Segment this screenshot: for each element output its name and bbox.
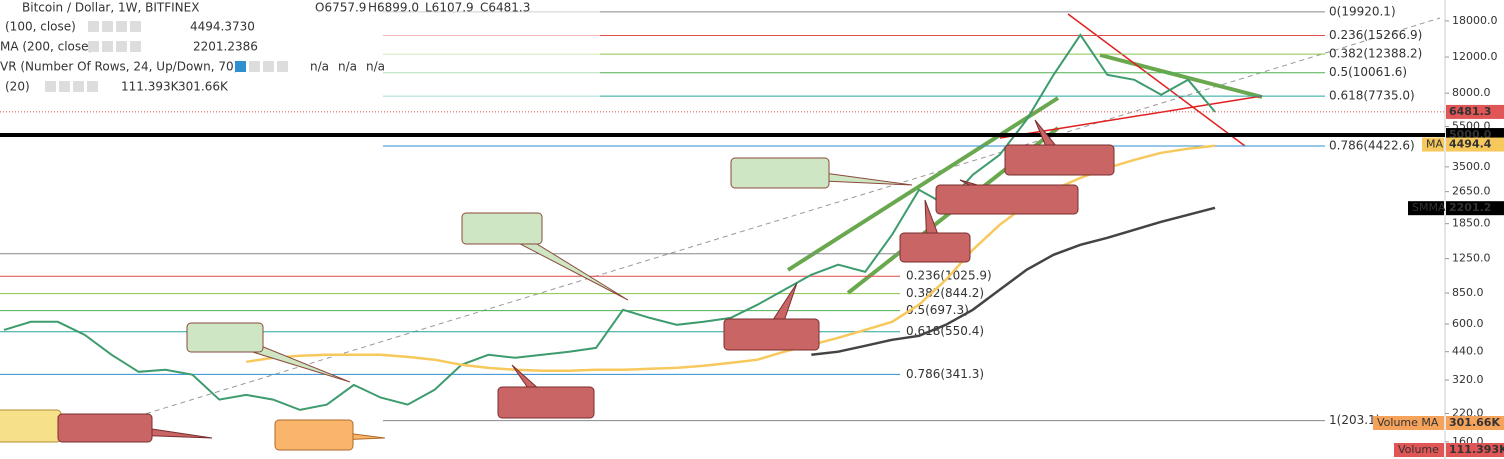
callout-box <box>461 212 543 245</box>
indicator-icon <box>277 61 288 72</box>
badge-tag-label: Volume <box>1398 443 1439 456</box>
ohlc-value: H6899.0 <box>368 1 419 15</box>
badge-tag <box>1394 443 1444 457</box>
red-down-trend <box>1067 13 1246 147</box>
fib-label: 0.5(10061.6) <box>1329 65 1407 79</box>
y-tick-label: 320.0 <box>1452 373 1484 386</box>
price-badge <box>1446 443 1504 457</box>
indicator-value: 2201.2386 <box>193 40 258 54</box>
indicator-value: 4494.3730 <box>190 20 255 34</box>
indicator-name: (100, close) <box>5 20 76 34</box>
indicator-value: n/a <box>338 60 357 74</box>
ohlc-value: O6757.9 <box>315 1 366 15</box>
price-badge <box>1446 137 1504 152</box>
fib-label: 0.382(12388.2) <box>1329 47 1422 61</box>
badge-tag <box>1373 416 1444 430</box>
callout-box <box>0 409 62 443</box>
y-tick-label: 1250.0 <box>1452 252 1491 265</box>
callout-box <box>899 232 971 263</box>
fib-label: 0.5(697.3) <box>906 303 969 317</box>
price-line <box>3 33 1216 411</box>
y-tick-label: 2650.0 <box>1452 185 1491 198</box>
header: Bitcoin / Dollar, 1W, BITFINEX O6757.9 H68… <box>0 0 600 98</box>
y-tick-label: 8000.0 <box>1452 86 1491 99</box>
ohlc-value: C6481.3 <box>480 1 530 15</box>
y-tick-label: 850.0 <box>1452 286 1484 299</box>
indicator-value: 111.393K <box>121 80 180 94</box>
price-axis-bg <box>1445 0 1504 459</box>
fib-label: 1(203.1) <box>1329 413 1380 427</box>
price-badge-label: 2201.2 <box>1449 201 1491 214</box>
callout-box <box>274 419 354 451</box>
indicator-icon <box>102 41 113 52</box>
fib-label: 0.236(15266.9) <box>1329 28 1422 42</box>
indicator-icon <box>249 61 260 72</box>
indicator-icon <box>102 21 113 32</box>
price-badge <box>1446 104 1504 119</box>
fib-label: 0.618(550.4) <box>906 324 984 338</box>
fib-label: 0.786(341.3) <box>906 367 984 381</box>
indicator-icon <box>59 81 70 92</box>
callout-box <box>723 318 820 351</box>
indicator-value: 301.66K <box>178 80 229 94</box>
indicator-name: MA (200, close) <box>0 40 93 54</box>
price-badge-label: 4494.4 <box>1449 138 1492 151</box>
channel-upper <box>786 96 1060 272</box>
y-tick-label: 440.0 <box>1452 345 1484 358</box>
moving-average <box>811 206 1216 357</box>
green-resistance <box>1099 53 1263 99</box>
callout-box <box>497 386 595 419</box>
indicator-icon <box>116 21 127 32</box>
callout-box <box>186 322 264 353</box>
ohlc-value: L6107.9 <box>425 1 474 15</box>
callout-box <box>935 184 1079 215</box>
symbol-title: Bitcoin / Dollar, 1W, BITFINEX <box>22 1 199 15</box>
y-tick-label: 3500.0 <box>1452 160 1491 173</box>
price-badge <box>1446 201 1504 216</box>
y-tick-label: 600.0 <box>1452 317 1484 330</box>
indicator-name: VR (Number Of Rows, 24, Up/Down, 70) <box>0 60 238 74</box>
badge-tag <box>1408 201 1444 216</box>
y-tick-label: 18000.0 <box>1452 14 1498 27</box>
indicator-icon <box>116 41 127 52</box>
price-badge-label: 6481.3 <box>1449 105 1491 118</box>
price-badge <box>1446 416 1504 430</box>
callout-box <box>730 157 830 189</box>
badge-tag-label: MA <box>1426 138 1443 151</box>
indicator-icon <box>88 41 99 52</box>
callout-box <box>57 413 153 443</box>
dashed-trend <box>59 17 1441 441</box>
price-badge-label: 111.393K <box>1449 443 1504 456</box>
indicator-icon <box>263 61 274 72</box>
badge-tag-label: Volume MA <box>1377 416 1439 429</box>
indicator-icon <box>73 81 84 92</box>
price-badge-label: 301.66K <box>1449 416 1500 429</box>
y-tick-label: 1850.0 <box>1452 217 1491 230</box>
fib-label: 0.786(4422.6) <box>1329 138 1415 152</box>
indicator-value: n/a <box>310 60 329 74</box>
y-tick-label: 12000.0 <box>1452 50 1498 63</box>
indicator-value: n/a <box>366 60 385 74</box>
indicator-icon <box>130 21 141 32</box>
indicator-icon <box>87 81 98 92</box>
indicator-icon <box>45 81 56 92</box>
header-bg <box>0 0 600 98</box>
indicator-icon <box>130 41 141 52</box>
indicator-name: (20) <box>5 80 30 94</box>
callout-box <box>1004 144 1115 176</box>
fib-label: 0(19920.1) <box>1329 4 1396 18</box>
indicator-icon <box>88 21 99 32</box>
badge-tag <box>1422 137 1444 152</box>
badge-tag-label: SMMA <box>1412 201 1446 214</box>
fib-label: 0.382(844.2) <box>906 286 984 300</box>
fib-label: 0.618(7735.0) <box>1329 89 1415 103</box>
indicator-icon <box>235 61 246 72</box>
